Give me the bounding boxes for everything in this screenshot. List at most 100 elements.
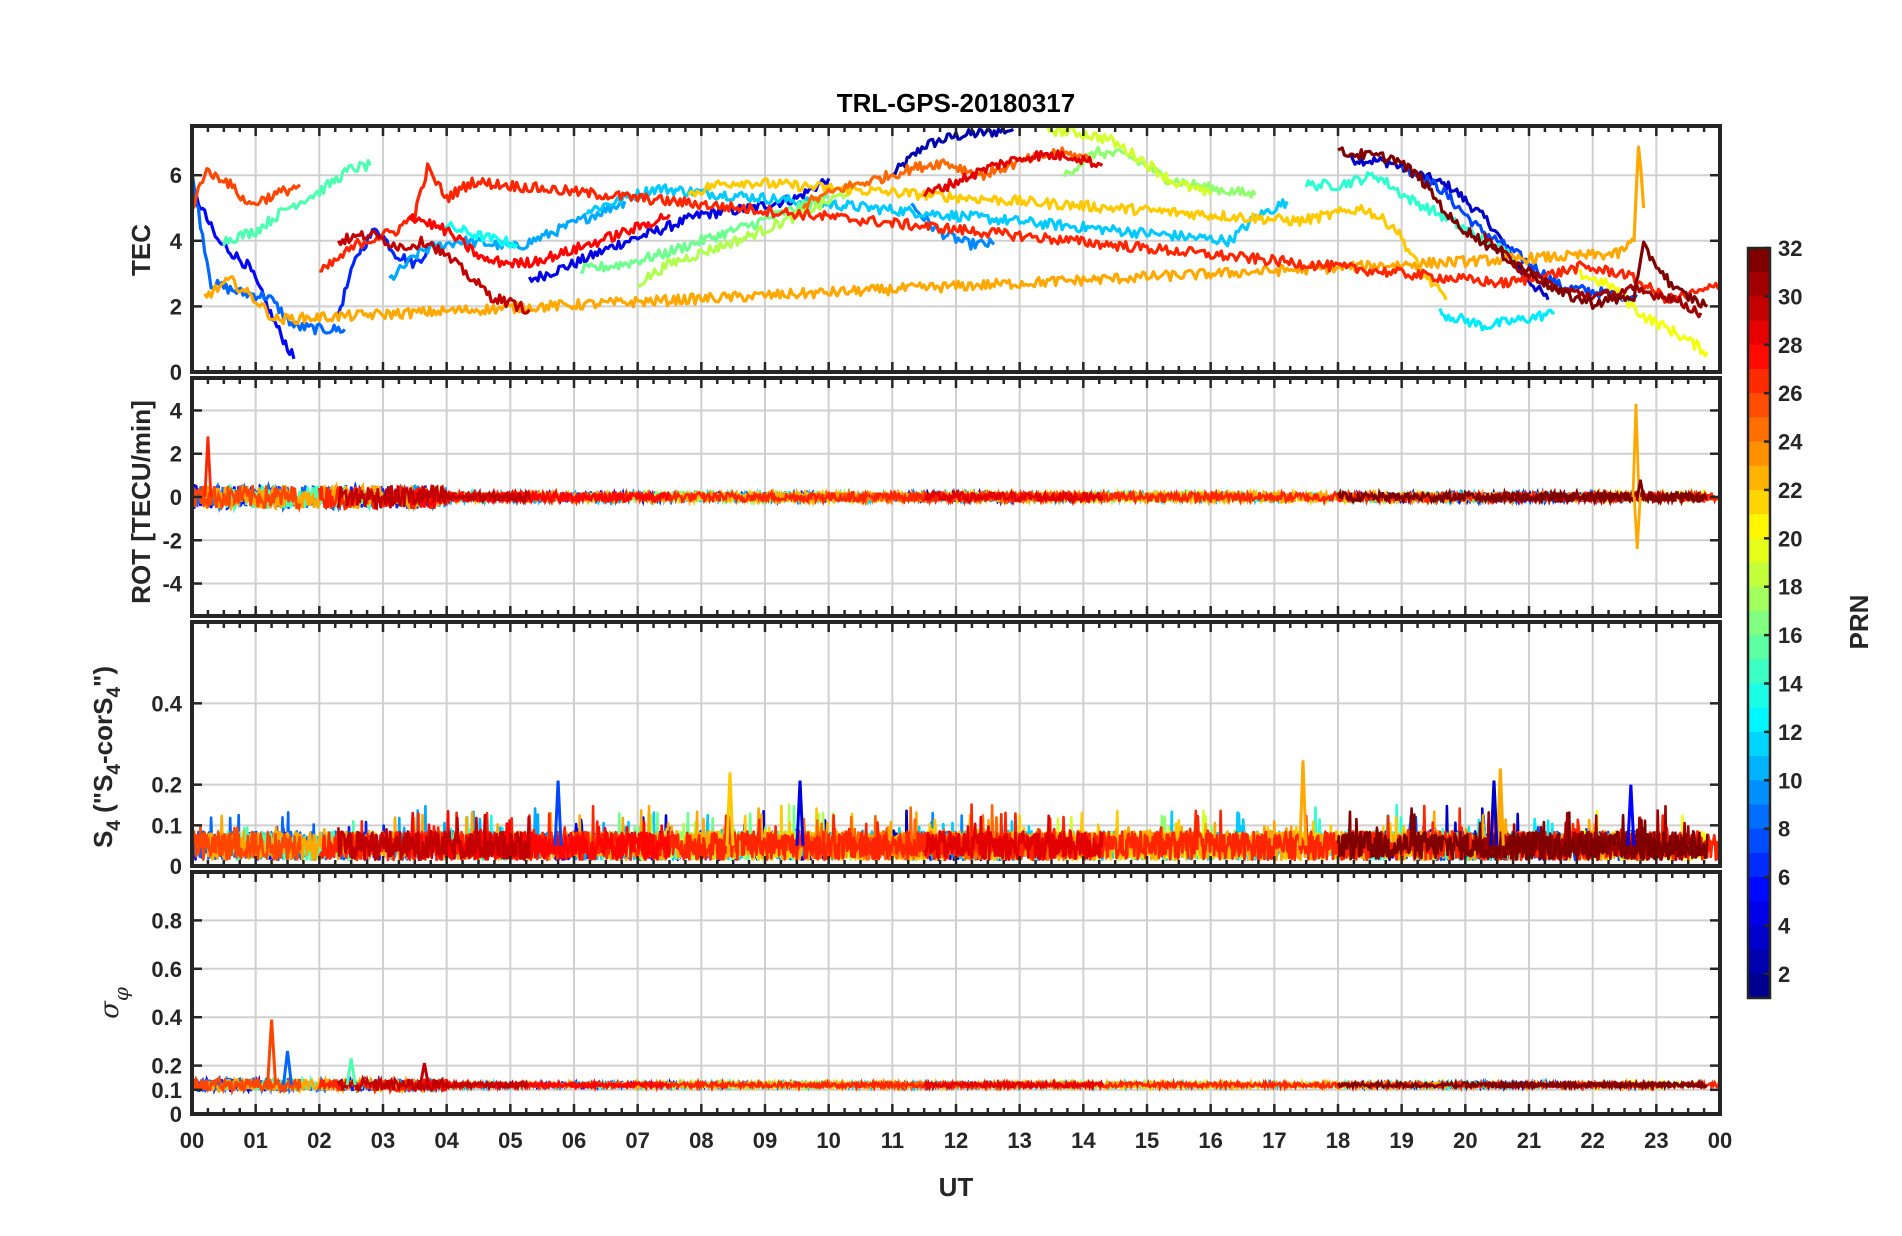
tec-y-tick-label: 4 — [170, 229, 183, 254]
colorbar: 32 30 28 26 24 22 20 18 16 14 12 10 8 6 4 2 — [1746, 236, 1803, 1000]
s4-peak-prn-3 — [1489, 780, 1499, 846]
s4-series-prn-30 — [337, 813, 531, 862]
tec-series-prn-22 — [687, 177, 1448, 301]
x-tick-label: 06 — [562, 1128, 586, 1153]
sigma-phi-y-tick-label: 0.4 — [151, 1005, 182, 1030]
x-tick-label: 05 — [498, 1128, 522, 1153]
colorbar-segment — [1748, 320, 1770, 346]
x-tick-label: 23 — [1644, 1128, 1668, 1153]
x-tick-labels: 00 01 02 03 04 05 06 07 08 09 10 11 12 13 14 15 16 17 18 19… — [180, 1128, 1732, 1153]
tec-y-tick-label: 0 — [170, 360, 182, 385]
tec-axis-label: TEC — [126, 224, 156, 276]
sigma-phi-y-tick-label: 0.2 — [151, 1054, 182, 1079]
tec-series-prn-30 — [337, 229, 531, 315]
tec-panel: 0 2 4 6 — [170, 124, 1722, 385]
s4-series-prn-29 — [923, 814, 1104, 862]
colorbar-tick-label: 10 — [1778, 768, 1802, 793]
chart-title: TRL-GPS-20180317 — [837, 88, 1075, 118]
x-tick-label: 12 — [944, 1128, 968, 1153]
x-tick-label: 03 — [371, 1128, 395, 1153]
sigma-peak-prn-15 — [345, 1058, 357, 1086]
s4-peak-prn-23 — [1495, 768, 1505, 846]
x-tick-label: 09 — [753, 1128, 777, 1153]
colorbar-segment — [1748, 441, 1770, 467]
sigma-series-prn-30 — [337, 1074, 530, 1094]
tec-series-prn-12 — [1438, 307, 1555, 332]
sigma-phi-panel: 00.10.2 0.4 0.6 0.8 — [151, 870, 1722, 1127]
rot-spike-prn-23 — [1632, 496, 1642, 550]
x-tick-label: 21 — [1517, 1128, 1541, 1153]
x-tick-label: 17 — [1262, 1128, 1286, 1153]
sigma-peak-prn-26 — [266, 1019, 278, 1086]
x-tick-label: 13 — [1007, 1128, 1031, 1153]
colorbar-segment — [1748, 635, 1770, 660]
colorbar-tick-label: 8 — [1778, 817, 1790, 842]
colorbar-segment — [1748, 925, 1770, 951]
colorbar-tick-label: 24 — [1778, 430, 1803, 455]
x-tick-label: 16 — [1198, 1128, 1222, 1153]
sigma-series-prn-32 — [1337, 1078, 1708, 1092]
colorbar-tick-label: 16 — [1778, 623, 1802, 648]
s4-y-tick-label: 0.4 — [151, 691, 182, 716]
x-tick-label: 11 — [881, 1128, 904, 1153]
sigma-series-prn-29 — [924, 1078, 1104, 1093]
tec-series-prn-28 — [407, 212, 671, 269]
colorbar-segment — [1748, 756, 1770, 781]
rot-y-tick-label: 2 — [170, 442, 182, 467]
colorbar-tick-label: 20 — [1778, 526, 1802, 551]
tec-y-tick-label: 6 — [170, 163, 182, 188]
x-tick-label: 18 — [1326, 1128, 1350, 1153]
colorbar-segment — [1748, 393, 1770, 418]
colorbar-segment — [1748, 683, 1770, 709]
x-axis-label: UT — [939, 1172, 974, 1202]
colorbar-segment — [1748, 538, 1770, 564]
tec-y-tick-label: 2 — [170, 294, 182, 319]
sigma-phi-series — [192, 1019, 1720, 1096]
tec-series-prn-13 — [439, 221, 519, 249]
sigma-phi-axis-label: σφ — [95, 987, 133, 1019]
tec-series-prn-15 — [222, 159, 372, 247]
colorbar-tick-label: 26 — [1778, 381, 1802, 406]
x-tick-label: 15 — [1135, 1128, 1159, 1153]
x-tick-label: 22 — [1580, 1128, 1604, 1153]
tec-series-prn-32 — [1337, 146, 1709, 310]
tec-series-prn-27 — [319, 162, 1720, 304]
colorbar-tick-label: 32 — [1778, 236, 1802, 261]
rot-panel: -4 -2 0 2 4 — [162, 376, 1722, 618]
s4-peak-prn-5 — [1626, 784, 1636, 846]
rot-spike-prn-32 — [1636, 479, 1645, 498]
tec-series-prn-4 — [527, 177, 831, 283]
sigma-phi-y-tick-label: 0.8 — [151, 908, 182, 933]
tec-series-prn-17 — [1062, 145, 1257, 199]
sigma-peak-prn-30 — [418, 1062, 430, 1086]
colorbar-segment — [1748, 804, 1770, 830]
tec-series-prn-5 — [192, 182, 296, 360]
colorbar-segment — [1748, 368, 1770, 394]
colorbar-segment — [1748, 877, 1770, 902]
x-tick-label: 00 — [180, 1128, 204, 1153]
colorbar-segment — [1748, 828, 1770, 854]
colorbar-segment — [1748, 248, 1770, 273]
sigma-phi-y-tick-label: 0.6 — [151, 957, 182, 982]
tec-series — [192, 126, 1720, 360]
colorbar-segment — [1748, 780, 1770, 806]
colorbar-segment — [1748, 586, 1770, 612]
x-tick-label: 04 — [434, 1128, 459, 1153]
s4-series-prn-23 — [203, 804, 1645, 862]
colorbar-segment — [1748, 417, 1770, 443]
rot-axis-label: ROT [TECU/min] — [126, 400, 156, 604]
colorbar-tick-label: 30 — [1778, 284, 1802, 309]
colorbar-segment — [1748, 901, 1770, 927]
colorbar-segment — [1748, 731, 1770, 757]
tec-series-prn-20 — [1578, 268, 1709, 358]
s4-y-tick-label: 0.2 — [151, 773, 182, 798]
colorbar-segment — [1748, 707, 1770, 733]
x-tick-label: 10 — [816, 1128, 840, 1153]
x-tick-label: 02 — [307, 1128, 331, 1153]
x-tick-label: 14 — [1071, 1128, 1096, 1153]
sigma-phi-y-tick-label: 0 — [170, 1102, 182, 1127]
tec-series-prn-8 — [192, 171, 346, 336]
tec-series-prn-18 — [636, 182, 856, 288]
colorbar-frame — [1746, 246, 1772, 1000]
